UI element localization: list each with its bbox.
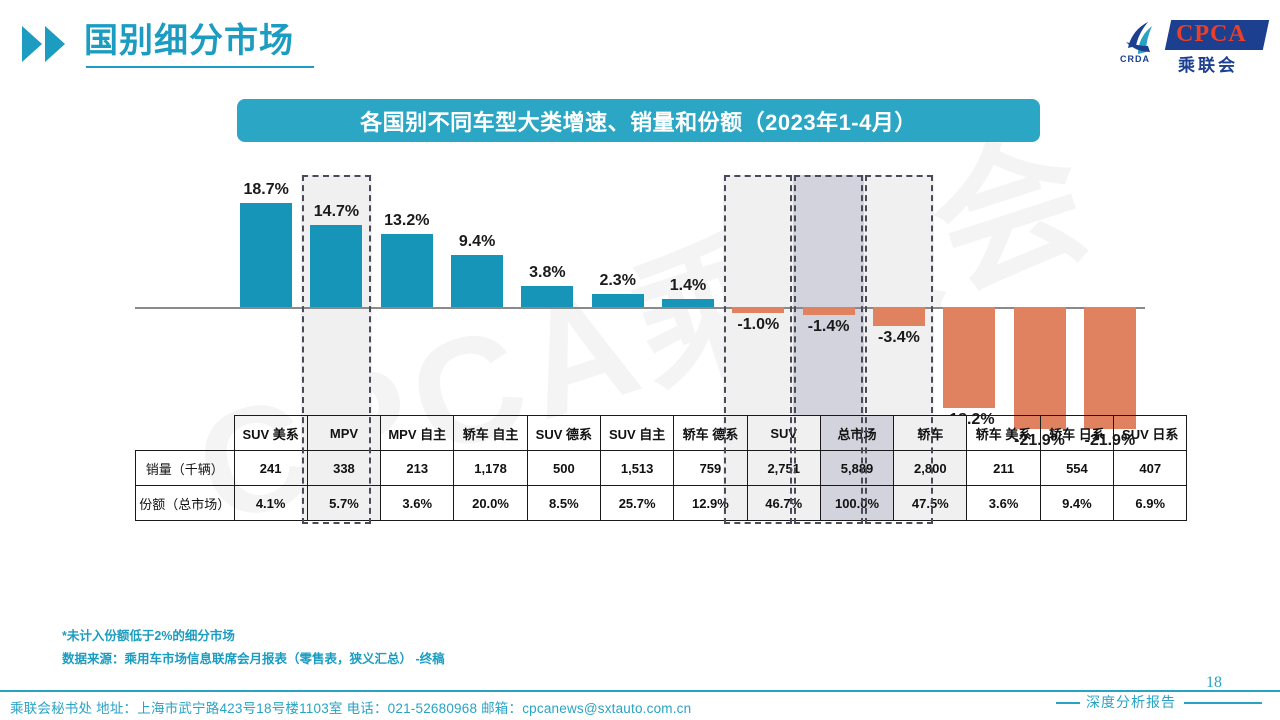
share-cell-SUV 德系: 8.5% (526, 485, 601, 521)
data-table-wrap: SUV 美系 MPV MPV 自主 轿车 自主 SUV 德系 SUV 自主 轿车 德系 SUV… (135, 415, 1188, 521)
row-label-sales: 销量（千辆） (135, 450, 235, 486)
sales-cell-MPV 自主: 213 (380, 450, 455, 486)
bar-chart-plot: 18.7% 14.7% 13.2% 9.4% 3.8% 2.3% 1.4% -1.0% -1.4… (135, 170, 1145, 449)
share-cell-轿车 美系: 3.6% (966, 485, 1041, 521)
bar-SUV 日系 (1083, 307, 1136, 429)
sales-cell-轿车 日系: 554 (1039, 450, 1115, 486)
chart-title: 各国别不同车型大类增速、销量和份额（2023年1-4月） (237, 99, 1040, 142)
header-cell-SUV 德系: SUV 德系 (526, 415, 601, 451)
table-row-share: 份额（总市场） 4.1% 5.7% 3.6% 20.0% 8.5% 25.7% 12.9% 4… (135, 485, 1188, 521)
footer-report-label: 深度分析报告 (1086, 696, 1176, 711)
table-header-row: SUV 美系 MPV MPV 自主 轿车 自主 SUV 德系 SUV 自主 轿车 德系 SUV… (135, 415, 1188, 451)
sales-cell-SUV 德系: 500 (526, 450, 601, 486)
header-cell-SUV 日系: SUV 日系 (1113, 415, 1188, 451)
data-table: SUV 美系 MPV MPV 自主 轿车 自主 SUV 德系 SUV 自主 轿车 德系 SUV… (135, 415, 1188, 521)
bar-SUV 自主 (591, 294, 644, 307)
cpca-logo: CRDA CPCA 乘联会 (1118, 14, 1270, 75)
share-cell-SUV 日系: 6.9% (1113, 485, 1188, 521)
corner-cell (135, 415, 235, 451)
share-cell-轿车 日系: 9.4% (1039, 485, 1115, 521)
bar-value-label-轿车 德系: 1.4% (669, 277, 707, 295)
share-cell-MPV 自主: 3.6% (380, 485, 455, 521)
bar-value-label-SUV 美系: 18.7% (243, 181, 289, 199)
row-label-share: 份额（总市场） (135, 485, 235, 521)
logo-emblem-text: CRDA (1120, 54, 1150, 64)
sales-cell-SUV 美系: 241 (233, 450, 308, 486)
slide-header: 国别细分市场 CRDA CPCA 乘联会 (0, 0, 1280, 88)
cpca-emblem-icon (1126, 22, 1152, 54)
highlight-box-轿车 (864, 175, 934, 524)
chart-and-table: 18.7% 14.7% 13.2% 9.4% 3.8% 2.3% 1.4% -1.0% -1.4… (135, 170, 1188, 535)
header-cell-轿车 日系: 轿车 日系 (1039, 415, 1115, 451)
bar-MPV 自主 (380, 233, 433, 307)
bar-value-label-SUV: -1.0% (737, 315, 780, 333)
highlight-box-MPV (302, 175, 371, 524)
bar-value-label-MPV 自主: 13.2% (384, 211, 430, 229)
footer-contact: 乘联会秘书处 地址：上海市武宁路423号18号楼1103室 电话：021-526… (10, 701, 692, 716)
bar-SUV (732, 307, 785, 313)
double-chevron-right-icon (22, 26, 84, 62)
header-cell-SUV 自主: SUV 自主 (599, 415, 675, 451)
bar-SUV 德系 (521, 285, 574, 307)
bar-SUV 美系 (240, 203, 293, 307)
sales-cell-轿车 自主: 1,178 (453, 450, 528, 486)
highlight-box-总市场 (794, 175, 863, 524)
bar-value-label-总市场: -1.4% (807, 317, 850, 335)
bar-value-label-轿车: -3.4% (878, 328, 920, 346)
share-cell-SUV 自主: 25.7% (599, 485, 675, 521)
footer-rule-left (1056, 702, 1080, 704)
sales-cell-轿车 美系: 211 (966, 450, 1041, 486)
page-number: 18 (1206, 674, 1222, 691)
bar-轿车 自主 (451, 254, 504, 307)
bar-总市场 (802, 307, 855, 315)
page-title: 国别细分市场 (84, 22, 294, 60)
share-cell-SUV: 46.7% (746, 485, 821, 521)
highlight-box-SUV (724, 175, 793, 524)
footer-page-marker: 深度分析报告 18 (1056, 674, 1266, 716)
footer-rule-right (1184, 702, 1262, 704)
share-cell-轿车: 47.5% (893, 485, 968, 521)
table-row-sales: 销量（千辆） 241 338 213 1,178 500 1,513 759 2,751 5,8… (135, 450, 1188, 486)
sales-cell-SUV 自主: 1,513 (599, 450, 675, 486)
logo-brand-cn: 乘联会 (1178, 56, 1238, 75)
bar-轿车 美系 (943, 307, 996, 408)
bar-value-label-SUV 德系: 3.8% (529, 263, 566, 281)
sales-cell-轿车: 2,800 (893, 450, 968, 486)
header-cell-SUV: SUV (746, 415, 821, 451)
zero-axis-line (135, 307, 1145, 309)
sales-cell-SUV 日系: 407 (1113, 450, 1188, 486)
header-cell-轿车 美系: 轿车 美系 (966, 415, 1041, 451)
footer-divider (0, 690, 1280, 692)
footnote-line-1: *未计入份额低于2%的细分市场 (62, 629, 235, 643)
share-cell-轿车 德系: 12.9% (673, 485, 748, 521)
bar-value-label-SUV 自主: 2.3% (599, 272, 636, 290)
share-cell-总市场: 100.0% (819, 485, 895, 521)
logo-brand: CPCA (1176, 21, 1247, 47)
bar-轿车 (872, 307, 925, 326)
header-cell-轿车: 轿车 (893, 415, 968, 451)
bar-轿车 德系 (662, 299, 714, 307)
bar-value-label-轿车 自主: 9.4% (458, 232, 496, 250)
share-cell-SUV 美系: 4.1% (233, 485, 308, 521)
header-cell-SUV 美系: SUV 美系 (233, 415, 308, 451)
footnote-line-2: 数据来源：乘用车市场信息联席会月报表（零售表，狭义汇总） -终稿 (62, 652, 445, 666)
header-cell-轿车 自主: 轿车 自主 (453, 415, 528, 451)
bar-MPV (310, 225, 363, 307)
title-underline (86, 66, 314, 68)
header-cell-总市场: 总市场 (819, 415, 895, 451)
bar-轿车 日系 (1013, 307, 1066, 429)
share-cell-轿车 自主: 20.0% (453, 485, 528, 521)
header-cell-MPV 自主: MPV 自主 (380, 415, 455, 451)
footnotes: *未计入份额低于2%的细分市场 数据来源：乘用车市场信息联席会月报表（零售表，狭… (62, 625, 445, 671)
bar-value-label-MPV: 14.7% (313, 203, 360, 221)
